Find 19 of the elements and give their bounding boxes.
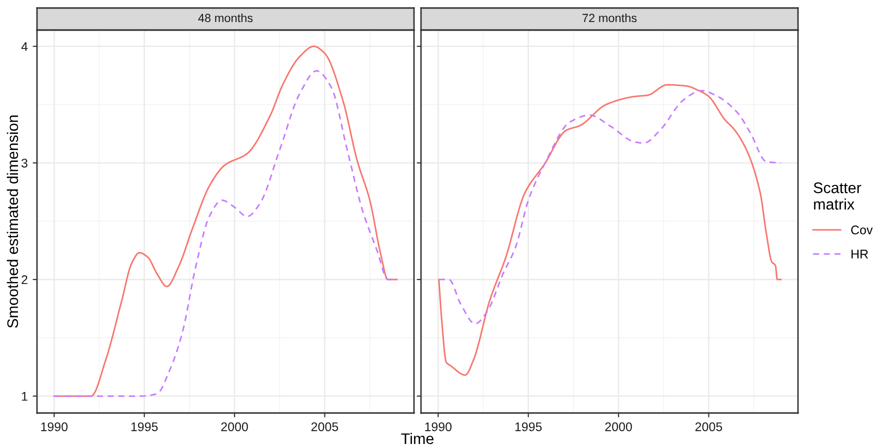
x-axis-title: Time (401, 432, 434, 444)
y-axis-title: Smoothed estimated dimension (6, 115, 18, 328)
chart-title: 48 months (198, 14, 253, 22)
chart-title: 72 months (582, 14, 637, 22)
y-tick-label: 4 (21, 42, 28, 51)
x-tick-label: 2005 (695, 422, 722, 432)
x-tick-label: 2005 (311, 422, 338, 432)
x-tick-label: 2000 (221, 422, 248, 432)
x-tick-label: 2000 (605, 422, 632, 432)
y-tick-label: 3 (22, 158, 28, 168)
y-tick-label: 2 (22, 275, 28, 284)
x-tick-label: 1995 (515, 422, 542, 432)
x-tick-label: 1990 (41, 422, 68, 432)
x-tick-label: 1995 (131, 422, 158, 432)
x-tick-label: 1990 (425, 422, 452, 432)
legend-label: Cov (851, 226, 873, 234)
y-tick-label: 1 (22, 392, 28, 401)
legend-label: HR (852, 250, 868, 258)
legend-title: Scatter matrix (814, 182, 862, 210)
